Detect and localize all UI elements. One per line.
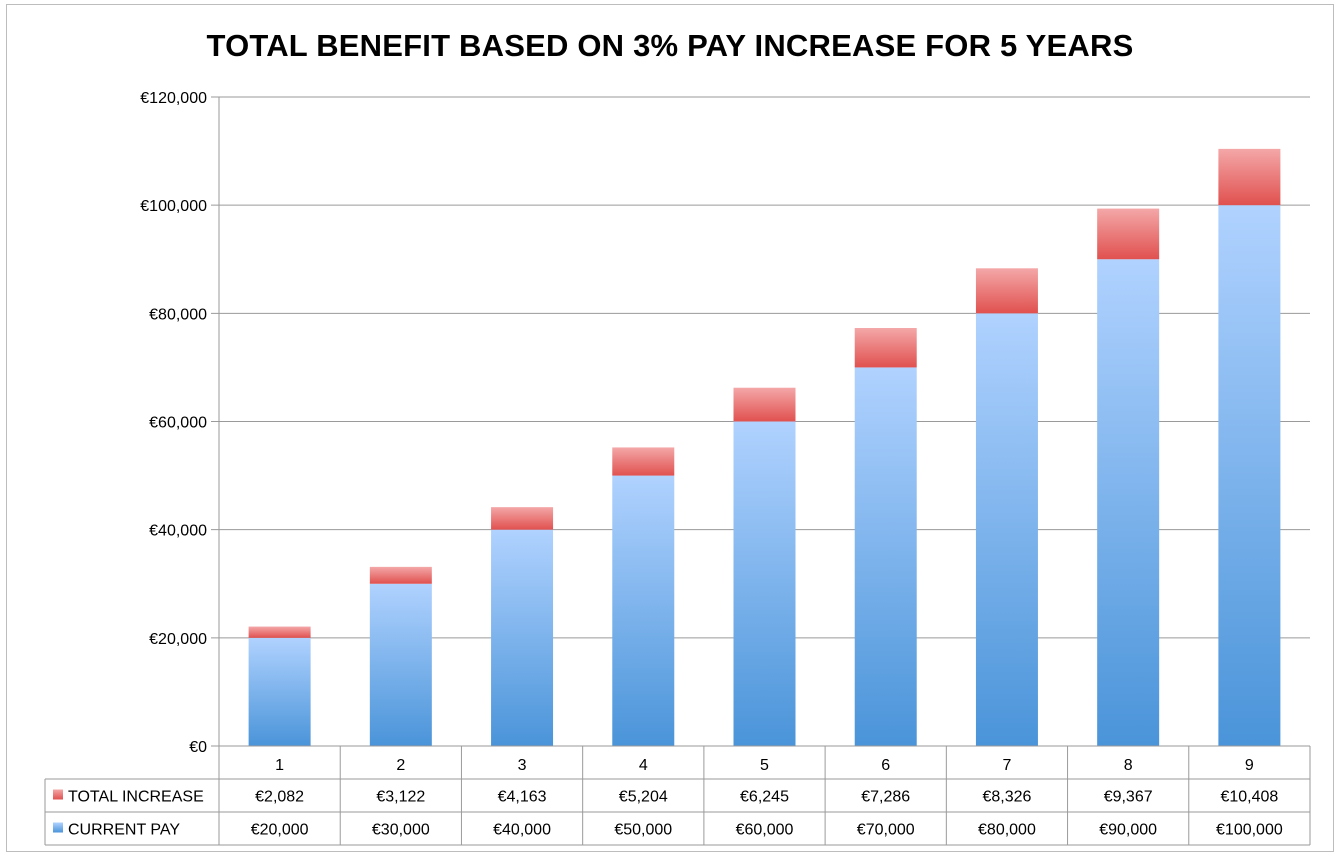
bar-current-pay xyxy=(1097,259,1160,746)
bar-current-pay xyxy=(1218,205,1281,746)
bar-current-pay xyxy=(975,313,1038,746)
x-tick-label: 2 xyxy=(396,757,405,774)
y-tick-label: €40,000 xyxy=(149,523,207,540)
bar-total-increase xyxy=(854,328,917,368)
x-tick-label: 3 xyxy=(518,757,527,774)
bar-total-increase xyxy=(975,268,1038,314)
table-cell-value: €40,000 xyxy=(493,822,551,839)
legend-swatch xyxy=(53,822,63,833)
x-tick-label: 1 xyxy=(275,757,284,774)
legend-label: TOTAL INCREASE xyxy=(68,789,204,806)
table-cell-value: €3,122 xyxy=(376,789,425,806)
table-cell-value: €30,000 xyxy=(372,822,430,839)
legend-swatch xyxy=(53,789,63,800)
bar-total-increase xyxy=(733,387,796,422)
bar-total-increase xyxy=(491,507,554,530)
x-tick-label: 7 xyxy=(1002,757,1011,774)
table-cell-value: €9,367 xyxy=(1104,789,1153,806)
table-cell-value: €4,163 xyxy=(498,789,547,806)
x-tick-label: 5 xyxy=(760,757,769,774)
table-cell-value: €2,082 xyxy=(255,789,304,806)
bar-total-increase xyxy=(1218,148,1281,206)
bar-current-pay xyxy=(491,529,554,746)
table-cell-value: €60,000 xyxy=(736,822,794,839)
y-axis-tick-labels: €0 €20,000 €40,000 €60,000 €80,000 €100,000 €1… xyxy=(140,90,207,756)
bar-current-pay xyxy=(248,637,311,746)
x-tick-label: 9 xyxy=(1245,757,1254,774)
bar-current-pay xyxy=(612,475,675,746)
table-cell-value: €100,000 xyxy=(1216,822,1283,839)
table-cell-value: €70,000 xyxy=(857,822,915,839)
chart-frame xyxy=(6,4,1334,852)
y-tick-label: €100,000 xyxy=(140,198,207,215)
table-cell-value: €10,408 xyxy=(1220,789,1278,806)
table-cell-value: €7,286 xyxy=(861,789,910,806)
table-cell-value: €80,000 xyxy=(978,822,1036,839)
y-tick-label: €0 xyxy=(189,739,207,756)
bar-total-increase xyxy=(369,566,432,584)
bars xyxy=(248,148,1281,746)
y-tick-label: €60,000 xyxy=(149,415,207,432)
x-tick-label: 8 xyxy=(1124,757,1133,774)
y-tick-label: €20,000 xyxy=(149,631,207,648)
table-cell-value: €8,326 xyxy=(982,789,1031,806)
bar-total-increase xyxy=(612,447,675,476)
data-table: 1 2 3 4 5 6 7 8 9 TOTAL INCREASE €2,082 €3,122 €4,16… xyxy=(44,745,1311,846)
y-tick-label: €120,000 xyxy=(140,90,207,107)
chart-title: TOTAL BENEFIT BASED ON 3% PAY INCREASE F… xyxy=(206,28,1134,63)
table-cell-value: €5,204 xyxy=(619,789,668,806)
bar-current-pay xyxy=(733,421,796,746)
x-tick-label: 4 xyxy=(639,757,648,774)
table-cell-value: €6,245 xyxy=(740,789,789,806)
bar-total-increase xyxy=(1097,208,1160,260)
table-cell-value: €50,000 xyxy=(614,822,672,839)
legend-label: CURRENT PAY xyxy=(68,822,180,839)
table-cell-value: €20,000 xyxy=(251,822,309,839)
bar-total-increase xyxy=(248,626,311,638)
bar-current-pay xyxy=(369,583,432,746)
bar-current-pay xyxy=(854,367,917,746)
y-tick-label: €80,000 xyxy=(149,306,207,323)
table-cell-value: €90,000 xyxy=(1099,822,1157,839)
x-tick-label: 6 xyxy=(881,757,890,774)
